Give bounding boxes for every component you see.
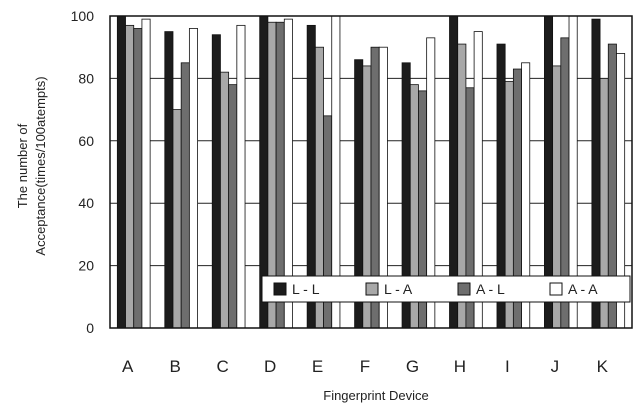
- bar: [125, 24, 135, 329]
- y-tick-label: 0: [86, 320, 94, 336]
- y-axis-title: The number of Acceptance(times/100atempt…: [15, 76, 48, 255]
- bars: [116, 15, 626, 329]
- bar: [228, 84, 238, 329]
- y-tick-label: 100: [71, 8, 95, 24]
- x-tick-label: D: [264, 357, 276, 376]
- legend-label: A - L: [476, 281, 505, 297]
- x-tick-label: B: [170, 357, 181, 376]
- x-tick-label: F: [360, 357, 370, 376]
- legend-label: L - A: [384, 281, 413, 297]
- x-tick-label: H: [454, 357, 466, 376]
- legend-swatch: [273, 282, 287, 296]
- bar: [133, 28, 143, 329]
- bar: [172, 109, 182, 329]
- x-tick-label: A: [122, 357, 134, 376]
- legend-label: A - A: [568, 281, 598, 297]
- x-tick-label: E: [312, 357, 323, 376]
- y-axis-title-line1: The number of: [15, 123, 30, 208]
- plot-frame: [109, 15, 633, 329]
- bar: [188, 28, 198, 329]
- x-tick-label: J: [551, 357, 560, 376]
- legend-label: L - L: [292, 281, 320, 297]
- y-tick-label: 40: [78, 195, 94, 211]
- bar: [236, 24, 246, 329]
- y-tick-label: 80: [78, 70, 94, 86]
- y-tick-label: 60: [78, 133, 94, 149]
- y-tick-label: 20: [78, 258, 94, 274]
- legend-swatch: [457, 282, 471, 296]
- bar: [211, 34, 221, 329]
- y-axis-title-line2: Acceptance(times/100atempts): [33, 76, 48, 255]
- bar: [220, 71, 230, 329]
- x-tick-label: G: [406, 357, 419, 376]
- bar: [116, 15, 126, 329]
- legend-swatch: [365, 282, 379, 296]
- x-axis-title: Fingerprint Device: [323, 388, 429, 403]
- x-tick-label: K: [597, 357, 609, 376]
- legend-box: [261, 275, 631, 303]
- x-tick-labels: A B C D E F G H I J K: [122, 357, 609, 376]
- bar: [180, 62, 190, 329]
- x-tick-label: C: [216, 357, 228, 376]
- bar: [164, 31, 174, 329]
- bar: [141, 18, 151, 329]
- legend-swatch: [549, 282, 563, 296]
- x-tick-label: I: [505, 357, 510, 376]
- y-tick-labels: 0 20 40 60 80 100: [71, 8, 95, 336]
